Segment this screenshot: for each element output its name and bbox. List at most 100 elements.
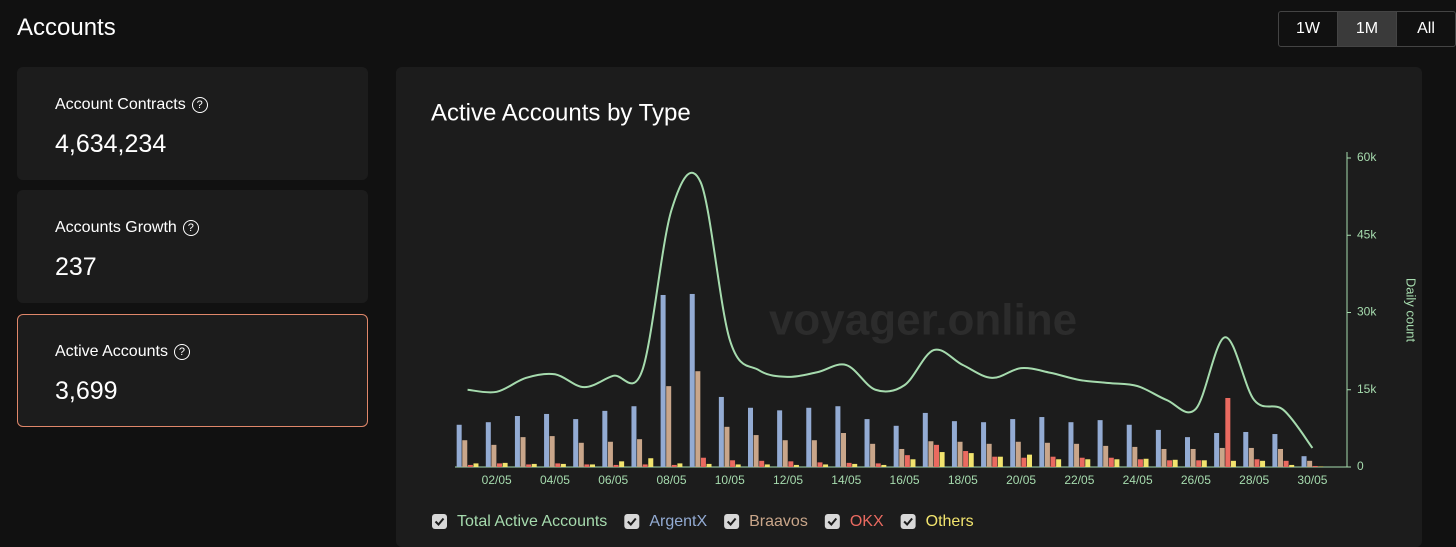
- bar: [1230, 460, 1236, 467]
- bar: [1079, 457, 1085, 467]
- bar: [1185, 437, 1190, 467]
- bar: [485, 422, 491, 467]
- legend-check: [434, 517, 445, 526]
- range-button[interactable]: 1M: [1338, 12, 1397, 46]
- legend-label[interactable]: OKX: [850, 513, 884, 530]
- help-icon[interactable]: ?: [182, 220, 199, 236]
- card-value: 3,699: [55, 377, 118, 405]
- bar: [1214, 433, 1220, 467]
- legend-checkbox[interactable]: [432, 514, 447, 529]
- bar: [1254, 459, 1260, 467]
- bar: [1161, 448, 1167, 467]
- bar: [1172, 459, 1178, 467]
- bar: [730, 460, 736, 467]
- bar: [1155, 429, 1161, 467]
- bar: [700, 457, 706, 467]
- bar: [864, 419, 870, 467]
- x-tick-label: 02/05: [482, 473, 512, 487]
- bar: [671, 464, 677, 467]
- bar: [660, 294, 666, 467]
- bar: [619, 461, 625, 467]
- y-tick-label: 0: [1357, 459, 1364, 473]
- x-tick-label: 12/05: [773, 473, 803, 487]
- y-axis-label: Daily count: [1404, 278, 1419, 343]
- bar: [1272, 434, 1278, 467]
- bar: [893, 425, 899, 467]
- legend-check: [726, 517, 737, 526]
- card-label-text: Active Accounts: [55, 343, 168, 360]
- help-icon[interactable]: ?: [191, 97, 208, 113]
- bar: [1301, 456, 1307, 467]
- bar: [939, 452, 945, 467]
- x-tick-label: 30/05: [1297, 473, 1327, 487]
- bar: [531, 463, 537, 467]
- x-tick-label: 08/05: [656, 473, 686, 487]
- chart-title: Active Accounts by Type: [431, 99, 691, 126]
- stat-card[interactable]: Active Accounts? 3,699: [17, 314, 368, 427]
- bar: [613, 464, 619, 467]
- bar: [910, 459, 916, 467]
- legend-checkbox[interactable]: [900, 514, 916, 529]
- help-icon[interactable]: ?: [173, 344, 190, 360]
- bar: [922, 412, 928, 467]
- bar: [1108, 457, 1114, 467]
- legend-label[interactable]: ArgentX: [649, 513, 707, 530]
- bar: [963, 451, 969, 467]
- bar: [573, 419, 579, 467]
- bar: [934, 444, 939, 467]
- stat-card[interactable]: Account Contracts? 4,634,234: [17, 67, 368, 180]
- bar: [1021, 457, 1027, 467]
- range-button[interactable]: 1W: [1279, 12, 1338, 46]
- bar: [928, 441, 934, 467]
- bar: [706, 463, 712, 467]
- bar: [1056, 459, 1062, 467]
- bar: [642, 464, 648, 467]
- bar: [666, 386, 672, 467]
- bar: [637, 439, 643, 467]
- bar: [1044, 442, 1050, 467]
- bar: [1085, 459, 1091, 467]
- bar: [788, 461, 794, 467]
- line: [467, 171, 1314, 449]
- bar: [1219, 447, 1225, 467]
- card-label: Account Contracts?: [55, 96, 208, 114]
- legend-label[interactable]: Braavos: [749, 513, 808, 530]
- bar: [590, 464, 595, 467]
- bar: [1312, 465, 1318, 467]
- bar: [881, 464, 887, 467]
- bar: [1243, 431, 1249, 467]
- bar: [823, 464, 829, 467]
- x-tick-label: 24/05: [1123, 473, 1153, 487]
- card-label: Active Accounts?: [55, 343, 190, 361]
- range-button[interactable]: All: [1417, 20, 1435, 37]
- legend-label[interactable]: Total Active Accounts: [457, 513, 607, 530]
- legend-check: [903, 517, 913, 526]
- bar: [870, 443, 876, 467]
- bar: [1248, 447, 1254, 467]
- bar: [951, 421, 957, 467]
- legend-checkbox[interactable]: [824, 514, 840, 529]
- bar: [695, 371, 701, 467]
- card-label-text: Account Contracts: [55, 96, 186, 113]
- x-tick-label: 04/05: [540, 473, 570, 487]
- legend-checkbox[interactable]: [724, 514, 740, 529]
- x-tick-label: 16/05: [890, 473, 920, 487]
- bar: [811, 440, 817, 467]
- x-tick-label: 20/05: [1006, 473, 1036, 487]
- bar: [1027, 454, 1032, 467]
- bar: [1132, 446, 1138, 467]
- bar: [1289, 464, 1295, 467]
- bar: [467, 464, 473, 467]
- legend-checkbox[interactable]: [624, 514, 640, 529]
- bar: [852, 463, 858, 467]
- bar: [957, 441, 963, 467]
- stat-card[interactable]: Accounts Growth? 237: [17, 190, 368, 303]
- bar: [1126, 424, 1132, 467]
- time-range: 1W 1M All: [1278, 11, 1456, 47]
- bar: [544, 413, 550, 467]
- legend-label[interactable]: Others: [926, 513, 974, 530]
- card-label: Accounts Growth?: [55, 219, 199, 237]
- bar: [1283, 460, 1289, 467]
- card-label-text: Accounts Growth: [55, 219, 177, 236]
- y-tick-label: 60k: [1357, 150, 1377, 164]
